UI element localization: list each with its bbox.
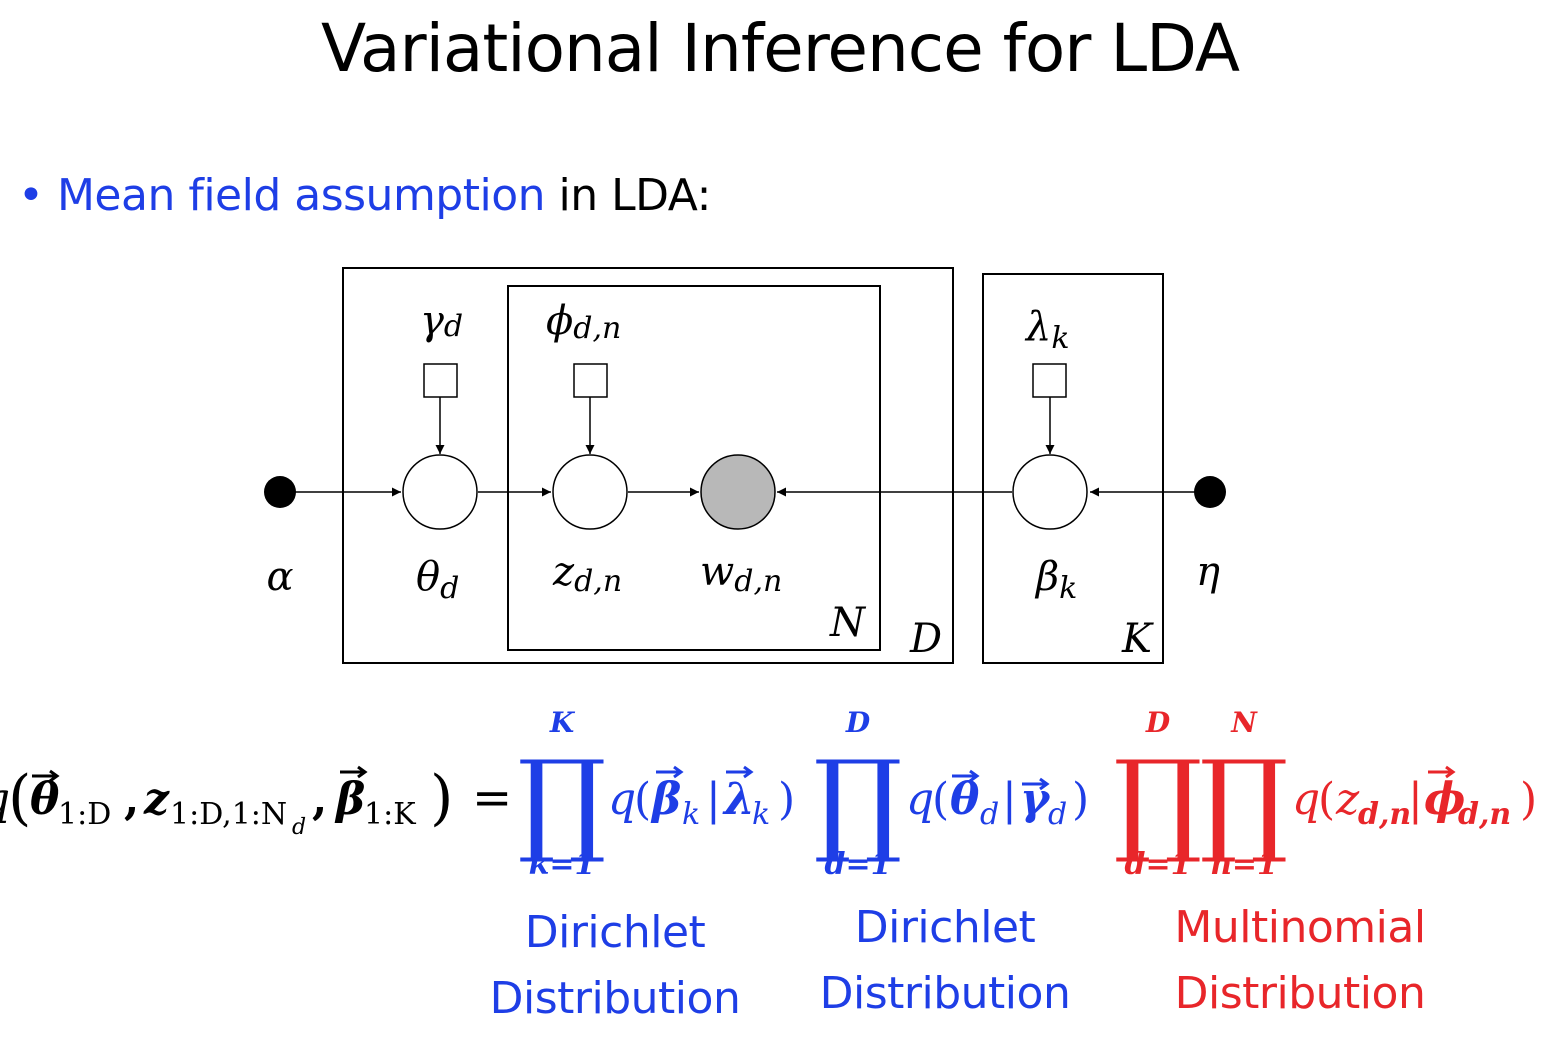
svg-text:q: q bbox=[0, 774, 10, 825]
gamma-param-node bbox=[423, 363, 458, 398]
svg-text:d: d bbox=[980, 797, 999, 832]
phi-label: ϕd,n bbox=[546, 298, 621, 346]
svg-text:1:D: 1:D bbox=[58, 797, 111, 832]
bullet-rest: in LDA: bbox=[545, 170, 712, 221]
w-observed-node bbox=[700, 454, 776, 530]
svg-text:(: ( bbox=[8, 763, 31, 833]
caption-dirichlet-theta: Dirichlet Distribution bbox=[800, 895, 1090, 1027]
beta-label: βk bbox=[1034, 554, 1077, 606]
caption-line2: Distribution bbox=[1174, 968, 1426, 1019]
alpha-node bbox=[264, 476, 296, 508]
svg-text:): ) bbox=[1520, 774, 1537, 825]
svg-text:1:D,1:N: 1:D,1:N bbox=[170, 797, 287, 832]
lambda-param-node bbox=[1032, 363, 1067, 398]
svg-text:z: z bbox=[143, 774, 170, 825]
svg-text:z: z bbox=[1335, 774, 1360, 825]
svg-text:q: q bbox=[906, 774, 934, 825]
svg-text:θ: θ bbox=[30, 774, 60, 825]
svg-text:k: k bbox=[682, 797, 700, 832]
caption-line1: Multinomial bbox=[1174, 902, 1426, 953]
svg-text:D: D bbox=[845, 706, 871, 739]
z-label: zd,n bbox=[552, 549, 622, 599]
factor-z: D ∏ d=1 N ∏ n=1 q ( z d,n | ϕ d,n ) bbox=[1113, 706, 1537, 882]
svg-text:|: | bbox=[1002, 774, 1017, 825]
svg-text:(: ( bbox=[634, 774, 651, 825]
svg-text:d: d bbox=[292, 815, 306, 840]
eta-label: η bbox=[1196, 549, 1220, 595]
svg-text:q: q bbox=[608, 774, 636, 825]
plate-K bbox=[982, 273, 1164, 664]
gamma-label: γd bbox=[420, 298, 463, 344]
svg-text:K: K bbox=[549, 706, 576, 739]
svg-text:γ: γ bbox=[1020, 774, 1051, 825]
factor-beta: K ∏ k=1 q ( β k | λ k ) bbox=[517, 706, 795, 882]
svg-text:|: | bbox=[706, 774, 721, 825]
svg-text:λ: λ bbox=[722, 774, 755, 825]
svg-text:): ) bbox=[430, 763, 453, 833]
svg-text:k=1: k=1 bbox=[529, 847, 596, 882]
eta-node bbox=[1194, 476, 1226, 508]
plate-N-label: N bbox=[829, 600, 867, 646]
theta-label: θd bbox=[416, 554, 459, 606]
svg-text:,: , bbox=[312, 774, 327, 825]
svg-text:n=1: n=1 bbox=[1210, 847, 1278, 882]
svg-text:k: k bbox=[752, 797, 770, 832]
svg-text:d=1: d=1 bbox=[1125, 847, 1192, 882]
caption-line1: Dirichlet bbox=[524, 907, 706, 958]
product-symbol: ∏ bbox=[1113, 737, 1202, 867]
svg-text:=: = bbox=[472, 770, 512, 826]
equation-lhs: q ( θ 1:D , z 1:D,1:N d , β 1:K ) = bbox=[0, 763, 512, 840]
svg-text:d,n: d,n bbox=[1358, 797, 1411, 832]
svg-text:d,n: d,n bbox=[1458, 797, 1511, 832]
svg-text:β: β bbox=[334, 774, 365, 825]
w-label: wd,n bbox=[700, 549, 782, 599]
caption-line2: Distribution bbox=[489, 973, 741, 1024]
caption-multinomial-z: Multinomial Distribution bbox=[1150, 895, 1450, 1027]
slide-title: Variational Inference for LDA bbox=[320, 10, 1240, 87]
svg-text:(: ( bbox=[1318, 774, 1335, 825]
svg-text:D: D bbox=[1145, 706, 1171, 739]
caption-line2: Distribution bbox=[819, 968, 1071, 1019]
svg-text:): ) bbox=[1072, 774, 1089, 825]
svg-text:(: ( bbox=[932, 774, 949, 825]
svg-text:d=1: d=1 bbox=[825, 847, 892, 882]
lda-graphical-model: α θd zd,n wd,n βk η γd ϕd,n λk N D K bbox=[264, 267, 1226, 664]
svg-text:θ: θ bbox=[950, 774, 980, 825]
bullet-marker: • bbox=[18, 170, 44, 221]
svg-text:,: , bbox=[124, 774, 139, 825]
bullet-highlight: Mean field assumption bbox=[56, 170, 546, 221]
svg-text:1:K: 1:K bbox=[364, 797, 416, 832]
product-symbol: ∏ bbox=[1199, 737, 1288, 867]
bullet-point: • Mean field assumption in LDA: bbox=[18, 170, 711, 221]
caption-dirichlet-beta: Dirichlet Distribution bbox=[470, 900, 760, 1032]
mean-field-equation: q ( θ 1:D , z 1:D,1:N d , β 1:K ) = K ∏ … bbox=[0, 706, 1537, 882]
lambda-label: λk bbox=[1024, 304, 1070, 356]
svg-text:|: | bbox=[1408, 774, 1423, 825]
alpha-label: α bbox=[266, 554, 293, 600]
svg-text:q: q bbox=[1292, 774, 1320, 825]
svg-text:N: N bbox=[1230, 706, 1258, 739]
z-node bbox=[552, 454, 628, 530]
svg-text:ϕ: ϕ bbox=[1424, 774, 1465, 825]
phi-param-node bbox=[573, 363, 608, 398]
plate-K-label: K bbox=[1121, 616, 1154, 662]
caption-line1: Dirichlet bbox=[854, 902, 1036, 953]
svg-text:d: d bbox=[1048, 797, 1067, 832]
factor-theta: D ∏ d=1 q ( θ d | γ d ) bbox=[813, 706, 1089, 882]
svg-text:β: β bbox=[650, 774, 681, 825]
theta-node bbox=[402, 454, 478, 530]
plate-D bbox=[342, 267, 954, 664]
plate-N bbox=[507, 285, 881, 651]
plate-D-label: D bbox=[909, 616, 942, 662]
product-symbol: ∏ bbox=[813, 737, 902, 867]
beta-node bbox=[1012, 454, 1088, 530]
product-symbol: ∏ bbox=[517, 737, 606, 867]
svg-text:): ) bbox=[778, 774, 795, 825]
